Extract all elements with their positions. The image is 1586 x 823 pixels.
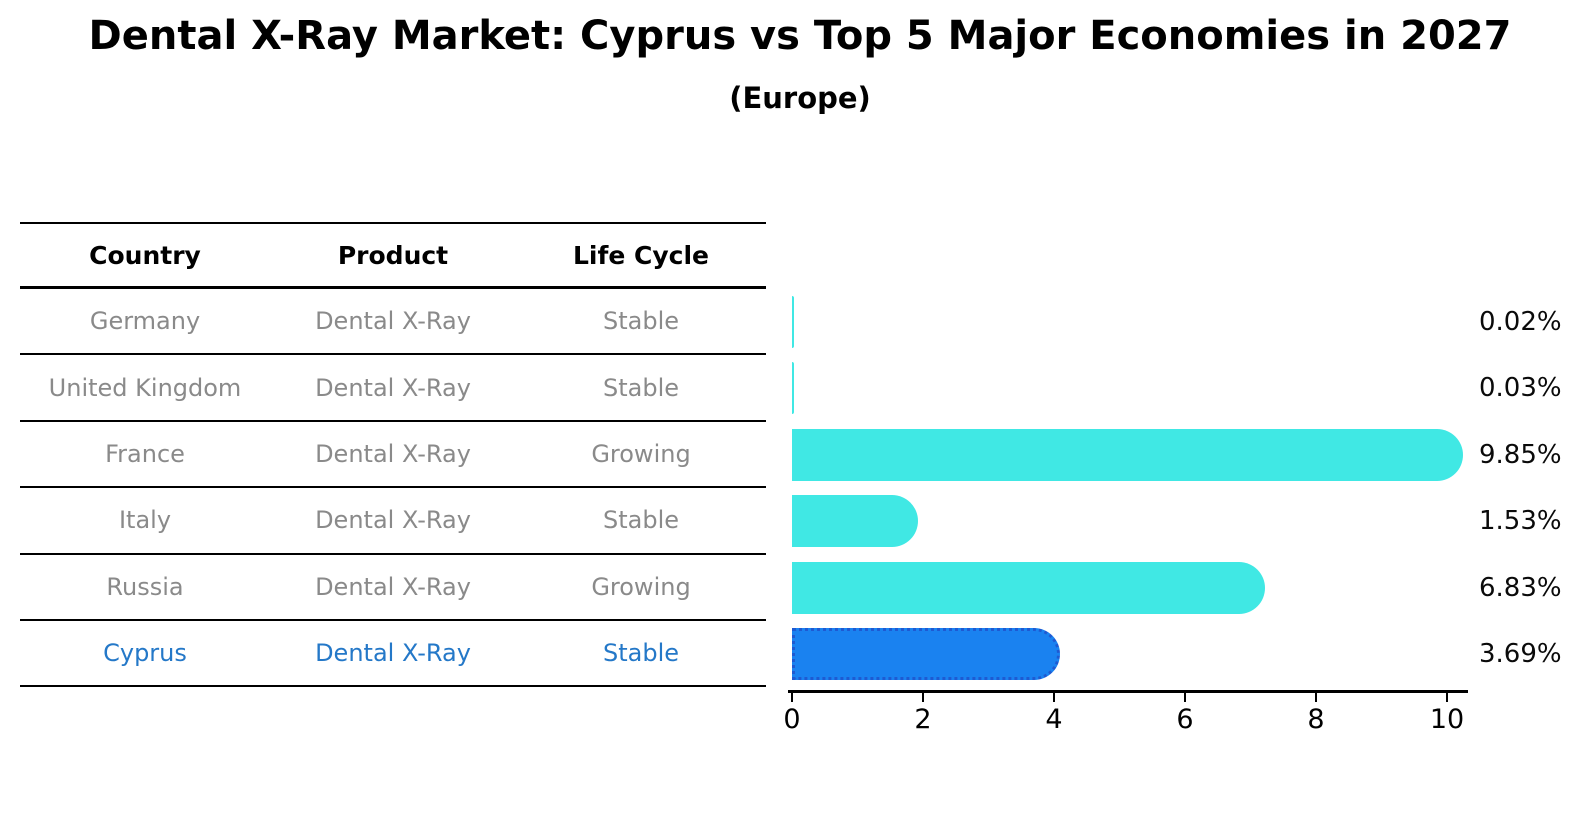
table-row: Russia Dental X-Ray Growing [20,555,766,621]
table-cell-country: Russia [106,572,184,601]
page-subtitle: (Europe) [729,81,871,115]
table-cell-product: Dental X-Ray [315,373,471,402]
table-header-country: Country [89,240,201,270]
country-table: Country Product Life Cycle Germany Denta… [20,222,766,688]
bar-russia [792,561,1266,614]
table-cell-life-cycle: Stable [602,373,680,402]
bar-france [792,428,1464,481]
value-label-russia: 6.83% [1479,572,1562,603]
table-cell-country: Cyprus [103,639,187,668]
table-cell-product: Dental X-Ray [315,639,471,668]
table-cell-life-cycle: Growing [591,572,691,601]
tick-label: 2 [914,704,932,735]
table-row: Germany Dental X-Ray Stable [20,289,766,356]
table-cell-product: Dental X-Ray [315,506,471,535]
x-axis-line [788,690,1468,693]
value-label-cyprus: 3.69% [1479,639,1562,669]
table-cell-life-cycle: Growing [591,439,691,468]
bar-united-kingdom [792,362,794,415]
table-cell-product: Dental X-Ray [315,572,471,601]
bar-italy [792,495,919,548]
table-cell-product: Dental X-Ray [315,307,471,336]
tick-label: 4 [1045,704,1063,735]
table-cell-country: France [105,439,185,468]
table-cell-country: Italy [118,506,172,535]
table-cell-country: United Kingdom [48,373,242,402]
table-cell-product: Dental X-Ray [315,439,471,468]
tick-mark [1184,693,1186,702]
tick-label: 6 [1176,704,1194,735]
table-row-highlighted: Cyprus Dental X-Ray Stable [20,621,766,688]
tick-label: 0 [783,704,801,735]
table-header-life-cycle: Life Cycle [572,240,710,270]
tick-mark [791,693,793,702]
table-row: Italy Dental X-Ray Stable [20,488,766,555]
table-cell-life-cycle: Stable [602,639,680,668]
tick-label: 8 [1307,704,1325,735]
value-label-germany: 0.02% [1479,307,1562,337]
bar-germany [792,296,794,348]
tick-mark [922,693,924,702]
value-label-france: 9.85% [1479,439,1562,470]
table-row: United Kingdom Dental X-Ray Stable [20,355,766,422]
value-label-italy: 1.53% [1479,506,1562,537]
table-row: France Dental X-Ray Growing [20,422,766,489]
tick-label: 10 [1429,704,1465,735]
table-header-row: Country Product Life Cycle [20,224,766,289]
tick-mark [1446,693,1448,702]
bar-cyprus [792,628,1060,680]
tick-mark [1315,693,1317,702]
table-header-product: Product [337,240,449,270]
value-label-united-kingdom: 0.03% [1479,373,1562,404]
page-title: Dental X-Ray Market: Cyprus vs Top 5 Maj… [88,13,1512,59]
table-cell-country: Germany [89,307,201,336]
tick-mark [1053,693,1055,702]
table-cell-life-cycle: Stable [602,506,680,535]
table-cell-life-cycle: Stable [602,307,680,336]
